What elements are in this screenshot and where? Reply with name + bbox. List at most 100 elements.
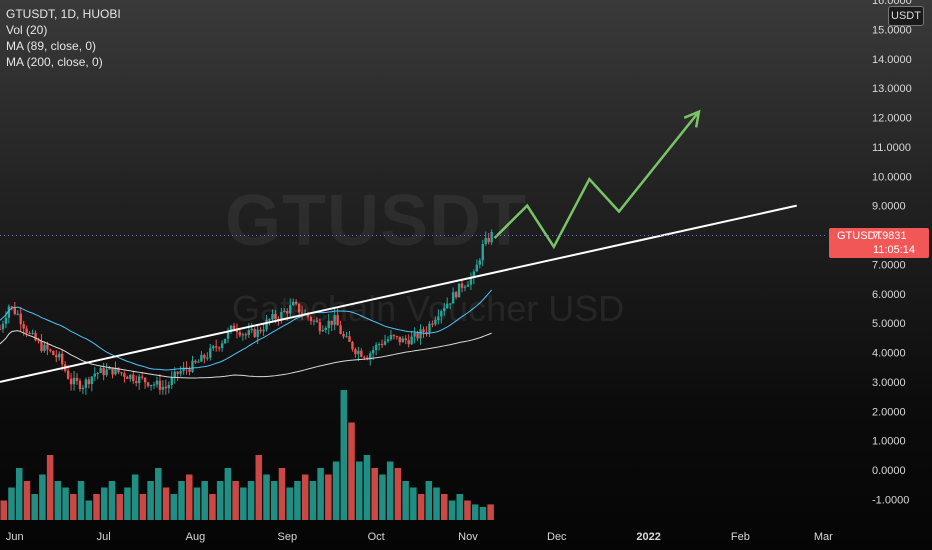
volume-bar (433, 487, 440, 520)
currency-unit-button[interactable]: USDT (888, 6, 924, 26)
volume-bar (240, 487, 247, 520)
candle-body (413, 333, 416, 337)
volume-bar (479, 507, 487, 520)
candle-body (37, 340, 40, 342)
volume-bar (77, 481, 85, 520)
candle-body (448, 303, 452, 305)
candle-body (446, 303, 449, 309)
candle-body (69, 378, 73, 385)
candle-body (152, 384, 156, 386)
legend-title[interactable]: GTUSDT, 1D, HUOBI (6, 7, 121, 21)
candle-body (117, 367, 120, 373)
candle-body (363, 356, 366, 358)
candle-body (43, 344, 46, 351)
legend-ma-89[interactable]: MA (89, close, 0) (6, 39, 97, 53)
candle-body (454, 292, 458, 298)
candle-body (146, 382, 150, 387)
candle-body (105, 369, 108, 376)
volume-bar (294, 481, 301, 520)
y-tick-label: 0.0000 (872, 465, 906, 477)
candle-body (75, 377, 79, 381)
candle-body (132, 374, 135, 382)
candle-body (250, 328, 253, 331)
candle-body (395, 336, 399, 338)
volume-bar (162, 487, 170, 520)
candle-body (380, 344, 384, 346)
candle-body (342, 333, 345, 337)
y-tick-label: 7.0000 (872, 259, 906, 271)
volume-bar (147, 481, 154, 520)
candle-body (173, 371, 176, 378)
volume-bar (425, 481, 433, 520)
volume-bar (309, 481, 317, 520)
candle-body (262, 329, 265, 332)
price-tag-value: 7.9831 (873, 230, 907, 242)
volume-bar (464, 500, 471, 520)
candle-body (176, 371, 179, 374)
volume-bar (216, 481, 224, 520)
x-tick-label: Jun (6, 531, 24, 543)
volume-bar (15, 468, 23, 520)
candle-body (463, 286, 467, 288)
candle-body (49, 349, 52, 351)
x-tick-label: Jul (97, 531, 111, 543)
volume-bar (263, 474, 270, 520)
candle-body (200, 354, 203, 362)
candle-body (460, 283, 464, 288)
candle-body (13, 306, 17, 315)
candle-body (226, 330, 230, 339)
candle-body (265, 320, 268, 330)
candle-body (135, 381, 138, 384)
candle-body (374, 344, 378, 351)
candle-body (422, 329, 425, 333)
y-tick-label: 13.0000 (872, 83, 912, 95)
candle-body (129, 374, 132, 379)
x-tick-label: Nov (458, 531, 478, 543)
candle-body (244, 334, 248, 336)
candle-body (1, 323, 5, 330)
candle-body (22, 324, 25, 329)
candle-body (7, 306, 11, 318)
candle-body (87, 379, 91, 385)
candle-body (443, 308, 446, 312)
candle-body (19, 313, 22, 325)
candle-body (389, 334, 393, 340)
candle-body (220, 343, 224, 348)
legend-volume[interactable]: Vol (20) (6, 23, 48, 37)
candle-body (321, 330, 325, 332)
candle-body (256, 329, 259, 337)
candle-body (96, 372, 99, 374)
candle-body (283, 311, 286, 313)
volume-bar (116, 494, 123, 520)
volume-bar (31, 494, 38, 520)
candle-body (4, 317, 8, 324)
candle-body (357, 350, 360, 355)
price-tag-countdown: 11:05:14 (873, 244, 916, 256)
x-tick-label: 2022 (636, 531, 660, 543)
candle-body (28, 332, 31, 334)
candle-body (164, 386, 168, 389)
candle-body (31, 332, 34, 334)
candle-body (232, 325, 236, 329)
candle-body (451, 292, 455, 304)
candle-body (223, 338, 227, 344)
volume-bar (0, 500, 8, 520)
volume-bar (209, 494, 216, 520)
name-watermark: Gatechain Voucher USD (232, 288, 625, 329)
candle-body (292, 301, 295, 306)
candle-body (143, 377, 147, 383)
candle-body (247, 330, 250, 335)
legend-ma-200[interactable]: MA (200, close, 0) (6, 55, 103, 69)
candle-body (229, 325, 233, 331)
candle-body (60, 353, 64, 365)
candle-body (120, 372, 123, 374)
candle-body (475, 264, 479, 272)
candle-body (215, 346, 218, 348)
volume-bar (410, 487, 417, 520)
candle-body (369, 353, 372, 360)
candle-body (377, 344, 381, 346)
candle-body (259, 329, 262, 332)
volume-bar (255, 455, 263, 520)
